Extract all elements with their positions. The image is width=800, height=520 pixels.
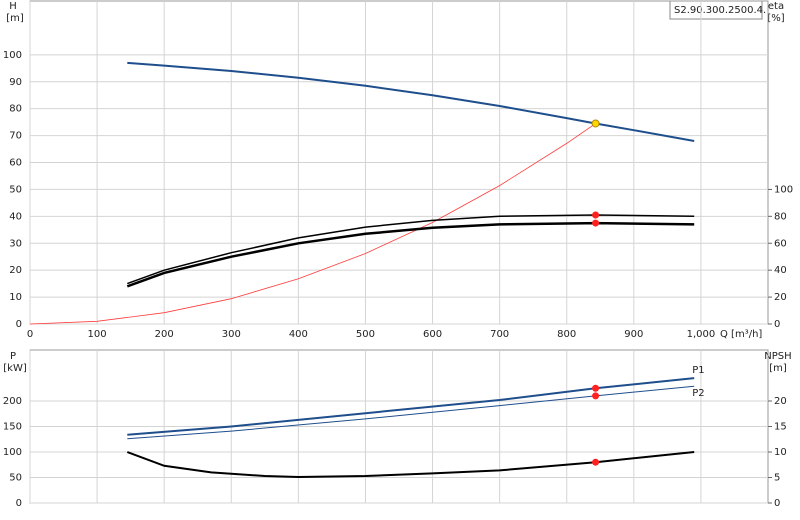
y2-unit: [%] [767, 13, 784, 24]
y-tick-label: 200 [3, 396, 22, 407]
y2-unit: [m] [769, 363, 787, 374]
y-tick-label: 60 [9, 158, 22, 169]
x-tick-label: 700 [490, 329, 509, 340]
y-unit: [m] [6, 13, 24, 24]
y-label: H [9, 1, 17, 12]
duty-point [592, 458, 600, 466]
x-tick-label: 600 [423, 329, 442, 340]
duty-point [592, 384, 600, 392]
series-label: P1 [692, 365, 704, 376]
y2-tick-label: 60 [774, 238, 787, 249]
duty-point [591, 119, 600, 128]
x-tick-label: 200 [155, 329, 174, 340]
x-tick-label: 500 [356, 329, 375, 340]
y-tick-label: 50 [9, 473, 22, 484]
y-tick-label: 0 [16, 498, 22, 509]
x-tick-label: 300 [222, 329, 241, 340]
y-tick-label: 100 [3, 447, 22, 458]
x-tick-label: 1,000 [687, 329, 716, 340]
y-tick-label: 10 [9, 292, 22, 303]
y2-label: NPSH [764, 351, 791, 362]
y2-label: eta [768, 1, 784, 12]
y2-tick-label: 0 [774, 498, 780, 509]
duty-point [592, 219, 600, 227]
y-label: P [10, 351, 16, 362]
curve [127, 385, 695, 440]
y2-tick-label: 10 [774, 447, 787, 458]
y2-tick-label: 5 [774, 473, 780, 484]
curve [127, 377, 695, 436]
y-tick-label: 40 [9, 211, 22, 222]
curve [127, 214, 695, 285]
x-tick-label: 0 [27, 329, 33, 340]
duty-point [592, 211, 600, 219]
x-tick-label: 900 [624, 329, 643, 340]
y-tick-label: 0 [16, 319, 22, 330]
y-tick-label: 80 [9, 104, 22, 115]
curve [29, 123, 596, 325]
curve [126, 221, 695, 288]
series-label: P2 [692, 388, 704, 399]
y-tick-label: 70 [9, 131, 22, 142]
curve [126, 451, 695, 479]
y2-tick-label: 20 [774, 396, 787, 407]
y-unit: [kW] [3, 363, 27, 374]
duty-point [592, 392, 600, 400]
y2-tick-label: 100 [774, 184, 793, 195]
x-tick-label: 400 [289, 329, 308, 340]
y2-tick-label: 80 [774, 211, 787, 222]
y-tick-label: 20 [9, 265, 22, 276]
y-tick-label: 100 [3, 50, 22, 61]
y-tick-label: 90 [9, 77, 22, 88]
y2-tick-label: 15 [774, 422, 787, 433]
curve [127, 61, 695, 142]
y2-tick-label: 20 [774, 292, 787, 303]
y2-tick-label: 40 [774, 265, 787, 276]
y-tick-label: 30 [9, 238, 22, 249]
x-tick-label: 800 [557, 329, 576, 340]
y-tick-label: 150 [3, 422, 22, 433]
model-name: S2.90.300.2500.4. [674, 5, 766, 16]
y-tick-label: 50 [9, 184, 22, 195]
y2-tick-label: 0 [774, 319, 780, 330]
x-label: Q [m³/h] [720, 329, 762, 340]
x-tick-label: 100 [88, 329, 107, 340]
